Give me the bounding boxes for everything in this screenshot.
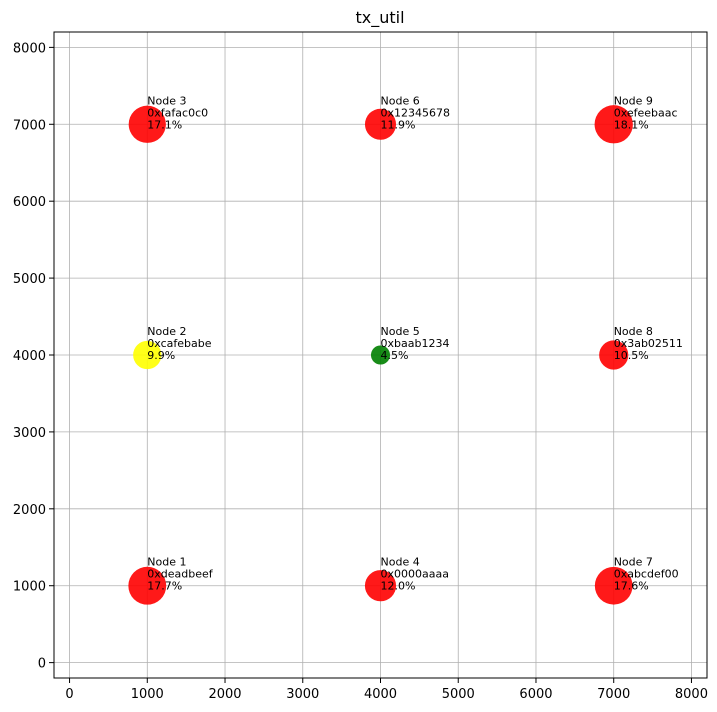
- y-tick-label: 3000: [13, 426, 46, 441]
- x-tick-label: 5000: [442, 687, 475, 702]
- node-label-text: Node 2: [147, 325, 186, 338]
- node-address-text: 0xefeebaac: [614, 106, 678, 119]
- node-util-text: 17.6%: [614, 580, 649, 593]
- node-label-text: Node 3: [147, 94, 186, 107]
- x-tick-label: 1000: [131, 687, 164, 702]
- y-tick-label: 5000: [13, 272, 46, 287]
- node-util-text: 9.9%: [147, 349, 175, 362]
- node-marker: [128, 105, 166, 143]
- node-label-text: Node 7: [614, 556, 653, 569]
- node-label-text: Node 5: [381, 325, 420, 338]
- node-util-text: 12.0%: [381, 580, 416, 593]
- node-address-text: 0xdeadbeef: [147, 568, 213, 581]
- node-marker: [364, 108, 397, 140]
- y-tick-label: 6000: [13, 195, 46, 210]
- node-marker: [594, 566, 633, 605]
- node-label-text: Node 8: [614, 325, 653, 338]
- node-address-text: 0x12345678: [381, 106, 451, 119]
- node-label-text: Node 6: [381, 94, 420, 107]
- node-marker: [370, 345, 391, 365]
- y-tick-label: 7000: [13, 118, 46, 133]
- node-util-text: 10.5%: [614, 349, 649, 362]
- chart-title: tx_util: [355, 8, 404, 28]
- x-tick-label: 3000: [286, 687, 319, 702]
- y-tick-label: 8000: [13, 41, 46, 56]
- y-tick-label: 0: [38, 657, 46, 672]
- y-tick-label: 1000: [13, 580, 46, 595]
- node-address-text: 0xbaab1234: [381, 337, 450, 350]
- x-tick-label: 0: [65, 687, 73, 702]
- node-util-text: 11.9%: [381, 118, 416, 131]
- node-address-text: 0xabcdef00: [614, 568, 679, 581]
- node-util-text: 17.1%: [147, 118, 182, 131]
- x-tick-label: 2000: [208, 687, 241, 702]
- y-tick-label: 4000: [13, 349, 46, 364]
- node-label-text: Node 9: [614, 94, 653, 107]
- node-marker: [128, 566, 167, 605]
- node-util-text: 4.5%: [381, 349, 409, 362]
- x-tick-label: 6000: [519, 687, 552, 702]
- y-axis: 0 1000 2000 3000 4000 5000 6000 7000 8000: [13, 41, 54, 672]
- node-marker: [594, 105, 633, 144]
- node-address-text: 0x3ab02511: [614, 337, 683, 350]
- x-axis: 0 1000 2000 3000 4000 5000 6000 7000 8000: [65, 678, 708, 702]
- node-util-text: 17.7%: [147, 580, 182, 593]
- data-points: [128, 105, 633, 605]
- y-tick-label: 2000: [13, 503, 46, 518]
- node-marker: [364, 570, 397, 602]
- node-util-text: 18.1%: [614, 118, 649, 131]
- node-label-text: Node 1: [147, 556, 186, 569]
- node-address-text: 0x0000aaaa: [381, 568, 449, 581]
- node-address-text: 0xcafebabe: [147, 337, 211, 350]
- x-tick-label: 4000: [364, 687, 397, 702]
- x-tick-label: 7000: [597, 687, 630, 702]
- node-marker: [133, 340, 162, 370]
- node-address-text: 0xfafac0c0: [147, 106, 208, 119]
- node-marker: [599, 340, 629, 370]
- node-label-text: Node 4: [381, 556, 420, 569]
- x-tick-label: 8000: [675, 687, 708, 702]
